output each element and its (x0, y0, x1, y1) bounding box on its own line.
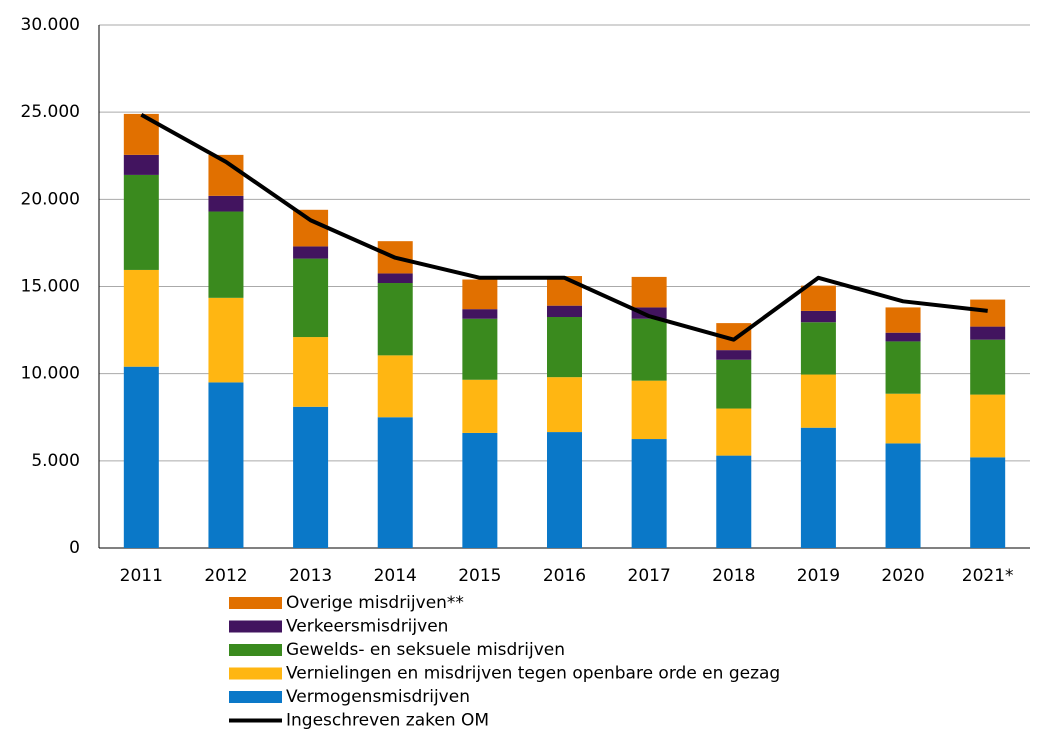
bar-segment (462, 379, 498, 433)
x-tick-label: 2017 (628, 566, 671, 586)
bar-segment (631, 380, 667, 440)
bar-segment (208, 195, 244, 212)
bar-segment (462, 432, 498, 548)
bar-segment (970, 457, 1006, 548)
bar-segment (631, 439, 667, 548)
bar-segment (970, 299, 1006, 327)
bar-segment (293, 258, 329, 338)
bar-segment (800, 374, 836, 428)
legend-swatch (229, 597, 282, 609)
bar-segment (293, 406, 329, 548)
bar-segment (208, 297, 244, 383)
bar-segment (547, 377, 582, 433)
bar-segment (800, 427, 836, 548)
x-tick-label: 2014 (374, 566, 417, 586)
x-tick-label: 2015 (458, 566, 501, 586)
y-tick-label: 30.000 (21, 15, 80, 35)
x-tick-label: 2011 (120, 566, 163, 586)
legend-swatch (229, 667, 282, 680)
bar-segment (208, 382, 244, 548)
bar-segment (631, 276, 667, 308)
bar-segment (547, 317, 582, 378)
bar-segment (885, 393, 921, 444)
y-tick-label: 20.000 (21, 189, 80, 209)
bar-segment (631, 307, 667, 319)
x-tick-label: 2019 (797, 566, 840, 586)
bar-segment (970, 394, 1006, 458)
bar-segment (800, 285, 836, 311)
x-tick-label: 2018 (712, 566, 755, 586)
x-tick-label: 2016 (543, 566, 586, 586)
bar-segment (716, 350, 752, 360)
bar-segment (716, 455, 752, 548)
legend-label: Vermogensmisdrijven (286, 687, 470, 707)
bar-segment (800, 310, 836, 323)
bar-segment (885, 307, 921, 333)
y-tick-label: 25.000 (21, 102, 80, 122)
bar-segment (885, 443, 921, 548)
x-tick-label: 2012 (204, 566, 247, 586)
bar-segment (377, 417, 413, 548)
bar-segment (293, 246, 329, 259)
x-tick-label: 2020 (881, 566, 924, 586)
bar-segment (293, 337, 329, 407)
bar-segment (885, 341, 921, 394)
bar-segment (377, 283, 413, 356)
legend-swatch (229, 691, 282, 703)
bar-segment (970, 326, 1006, 340)
bar-segment (716, 408, 752, 456)
bar-segment (123, 366, 159, 548)
bar-segment (123, 174, 159, 270)
bar-segment (631, 318, 667, 381)
y-tick-label: 10.000 (21, 364, 80, 384)
bar-segment (377, 273, 413, 284)
bar-segment (462, 279, 498, 310)
legend-label: Overige misdrijven** (286, 593, 464, 613)
line (140, 113, 988, 342)
x-tick-label: 2013 (289, 566, 332, 586)
bar-segment (123, 154, 159, 175)
bar-segment (208, 211, 244, 298)
y-tick-label: 15.000 (21, 277, 80, 297)
bar-segment (970, 339, 1006, 395)
legend-label: Ingeschreven zaken OM (286, 711, 489, 731)
bar-segment (547, 305, 582, 318)
bar-segment (377, 355, 413, 418)
legend-label: Vernielingen en misdrijven tegen openbar… (286, 664, 780, 684)
x-tick-label: 2021* (962, 566, 1014, 586)
legend-label: Verkeersmisdrijven (286, 617, 448, 637)
y-tick-label: 5.000 (31, 451, 80, 471)
bar-segment (293, 209, 329, 247)
bar-segment (716, 359, 752, 409)
y-tick-label: 0 (69, 538, 80, 558)
bar-segment (123, 269, 159, 367)
bar-segment (800, 322, 836, 375)
bar-segment (547, 432, 582, 548)
bar-segment (462, 309, 498, 319)
bar-segment (885, 332, 921, 342)
bar-segment (462, 318, 498, 380)
legend-swatch (229, 620, 282, 633)
bar-segment (547, 276, 582, 306)
legend-swatch (229, 644, 282, 656)
legend-label: Gewelds- en seksuele misdrijven (286, 640, 565, 660)
